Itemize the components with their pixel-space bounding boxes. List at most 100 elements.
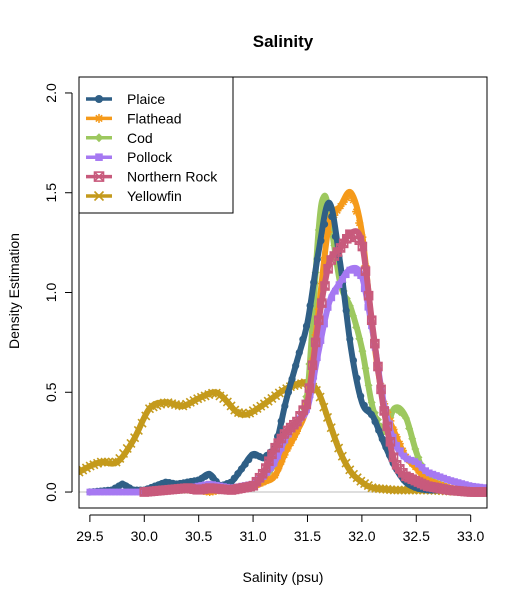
marker-pollock <box>469 482 476 490</box>
marker-pollock <box>328 294 336 302</box>
marker-plaice <box>288 375 296 383</box>
y-tick-label: 0.0 <box>43 482 59 502</box>
marker-pollock <box>133 488 141 496</box>
marker-northern-rock <box>379 406 389 416</box>
marker-pollock <box>339 275 346 283</box>
marker-plaice <box>349 356 358 364</box>
marker-pollock <box>458 480 466 487</box>
legend-marker-northern-rock <box>93 171 105 182</box>
marker-pollock <box>270 459 278 467</box>
marker-plaice <box>357 392 365 400</box>
marker-yellowfin <box>371 483 381 493</box>
marker-cod <box>367 398 376 407</box>
marker-cod <box>408 434 417 443</box>
marker-yellowfin <box>115 453 125 464</box>
marker-flathead <box>289 433 298 442</box>
marker-plaice <box>375 426 383 434</box>
legend-marker-yellowfin <box>93 190 105 202</box>
x-tick-label: 32.0 <box>348 528 375 544</box>
marker-plaice <box>328 212 336 221</box>
marker-cod <box>405 424 414 433</box>
marker-pollock <box>324 304 332 311</box>
marker-pollock <box>342 271 350 279</box>
y-tick-label: 1.0 <box>43 283 59 303</box>
marker-yellowfin <box>122 443 132 454</box>
marker-pollock <box>100 488 108 496</box>
marker-yellowfin <box>378 484 388 494</box>
marker-pollock <box>472 483 480 491</box>
marker-yellowfin <box>334 443 344 453</box>
x-tick-label: 31.0 <box>239 528 266 544</box>
marker-yellowfin <box>374 484 385 494</box>
marker-cod <box>411 445 420 454</box>
marker-northern-rock <box>301 399 312 410</box>
marker-yellowfin <box>118 448 129 459</box>
marker-yellowfin <box>130 433 140 443</box>
marker-northern-rock <box>482 487 487 497</box>
legend-label-flathead: Flathead <box>127 110 181 126</box>
marker-pollock <box>126 488 133 496</box>
marker-yellowfin <box>397 485 407 495</box>
marker-pollock <box>404 455 411 463</box>
marker-pollock <box>454 479 462 486</box>
marker-cod <box>361 364 370 373</box>
y-tick-label: 2.0 <box>43 83 59 103</box>
marker-pollock <box>119 488 126 496</box>
marker-plaice <box>367 410 376 419</box>
marker-yellowfin <box>337 451 347 461</box>
marker-yellowfin <box>322 412 333 423</box>
marker-northern-rock <box>317 298 327 308</box>
marker-pollock <box>317 337 325 344</box>
marker-yellowfin <box>104 457 114 467</box>
marker-plaice <box>310 278 318 287</box>
series-line-pollock <box>86 264 487 496</box>
marker-plaice <box>284 388 293 396</box>
marker-flathead <box>345 190 354 199</box>
marker-plaice <box>331 232 339 241</box>
marker-pollock <box>425 469 433 477</box>
marker-pollock <box>122 488 130 496</box>
marker-cod <box>352 323 361 332</box>
marker-pollock <box>332 287 339 295</box>
marker-northern-rock <box>366 315 377 326</box>
legend-label-yellowfin: Yellowfin <box>127 188 182 204</box>
marker-plaice <box>342 306 350 315</box>
marker-yellowfin <box>319 402 329 412</box>
marker-yellowfin <box>326 423 336 433</box>
marker-pollock <box>429 470 437 478</box>
marker-northern-rock <box>257 468 268 479</box>
marker-pollock <box>108 488 115 496</box>
marker-pollock <box>357 272 365 279</box>
legend-item-flathead: Flathead <box>86 110 181 126</box>
marker-yellowfin <box>341 458 351 468</box>
marker-plaice <box>317 237 325 245</box>
marker-yellowfin <box>133 425 143 436</box>
marker-plaice <box>281 402 289 410</box>
plot-area <box>79 188 487 497</box>
marker-plaice <box>371 418 379 426</box>
marker-pollock <box>415 460 422 468</box>
marker-pollock <box>86 488 94 496</box>
marker-pollock <box>411 458 419 465</box>
marker-pollock <box>335 281 343 288</box>
marker-plaice <box>320 220 329 228</box>
marker-plaice <box>378 435 386 443</box>
marker-northern-rock <box>373 361 383 372</box>
marker-yellowfin <box>159 398 169 408</box>
marker-cod <box>349 311 358 320</box>
marker-northern-rock <box>363 290 374 301</box>
marker-pollock <box>393 442 401 449</box>
marker-pollock <box>274 452 281 460</box>
marker-flathead <box>271 471 280 480</box>
marker-yellowfin <box>96 457 106 467</box>
legend-marker-plaice <box>94 94 104 104</box>
marker-northern-rock <box>370 338 380 349</box>
legend-item-northern-rock: Northern Rock <box>86 169 218 185</box>
marker-yellowfin <box>207 388 218 398</box>
marker-plaice <box>302 322 311 330</box>
marker-yellowfin <box>107 457 117 467</box>
marker-pollock <box>97 488 105 496</box>
marker-yellowfin <box>315 392 325 402</box>
plot-clip-group <box>79 188 487 497</box>
